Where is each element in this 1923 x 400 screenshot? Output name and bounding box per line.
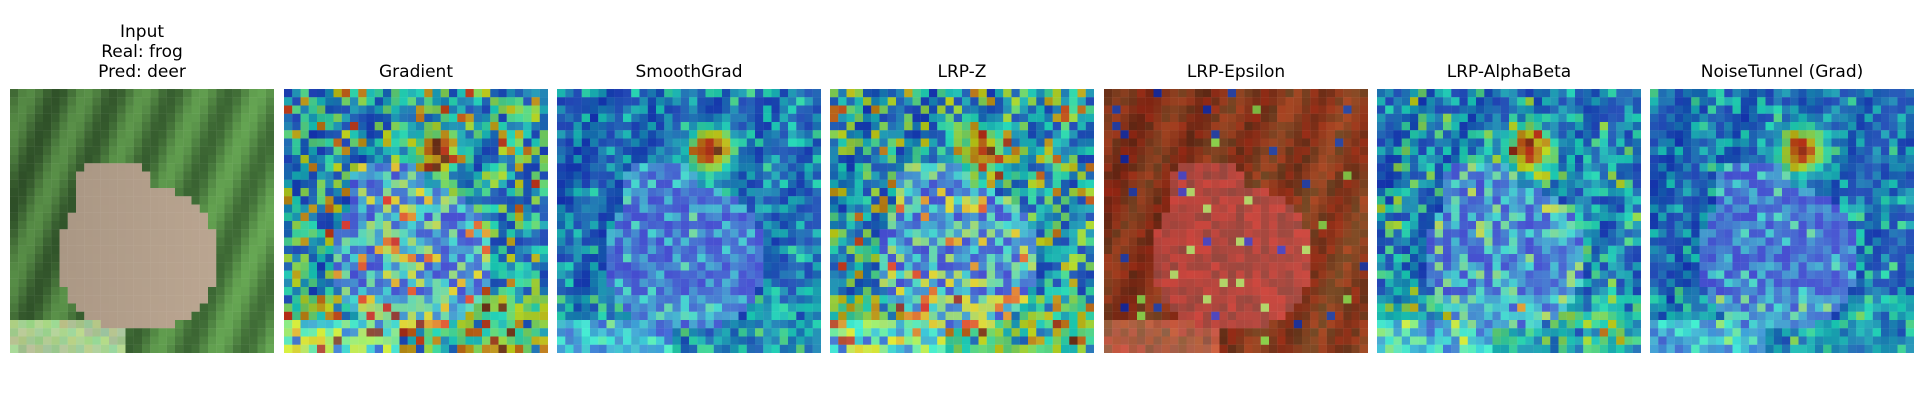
title-line-real-label: Real: frog xyxy=(101,42,183,62)
panel-title-input: Input Real: frog Pred: deer xyxy=(10,22,274,82)
input-image xyxy=(10,89,274,353)
panel-input: Input Real: frog Pred: deer xyxy=(10,0,274,400)
title-line: Input xyxy=(119,22,165,42)
panel-gradient: Gradient xyxy=(284,0,548,400)
lrp-epsilon-heatmap xyxy=(1104,89,1368,353)
gradient-heatmap xyxy=(284,89,548,353)
panel-lrp-z: LRP-Z xyxy=(830,0,1094,400)
noisetunnel-grad-heatmap xyxy=(1650,89,1914,353)
lrp-alphabeta-heatmap xyxy=(1377,89,1641,353)
panel-title-gradient: Gradient xyxy=(379,62,453,82)
panel-title-lrp-alphabeta: LRP-AlphaBeta xyxy=(1446,62,1572,82)
title-line-pred-label: Pred: deer xyxy=(98,62,186,82)
panel-title-smoothgrad: SmoothGrad xyxy=(635,62,743,82)
panel-lrp-epsilon: LRP-Epsilon xyxy=(1104,0,1368,400)
panel-noisetunnel-grad: NoiseTunnel (Grad) xyxy=(1650,0,1914,400)
panel-smoothgrad: SmoothGrad xyxy=(557,0,821,400)
panel-lrp-alphabeta: LRP-AlphaBeta xyxy=(1377,0,1641,400)
lrp-z-heatmap xyxy=(830,89,1094,353)
smoothgrad-heatmap xyxy=(557,89,821,353)
panel-title-lrp-epsilon: LRP-Epsilon xyxy=(1186,62,1286,82)
panel-title-lrp-z: LRP-Z xyxy=(937,62,987,82)
panel-title-noisetunnel-grad: NoiseTunnel (Grad) xyxy=(1700,62,1864,82)
